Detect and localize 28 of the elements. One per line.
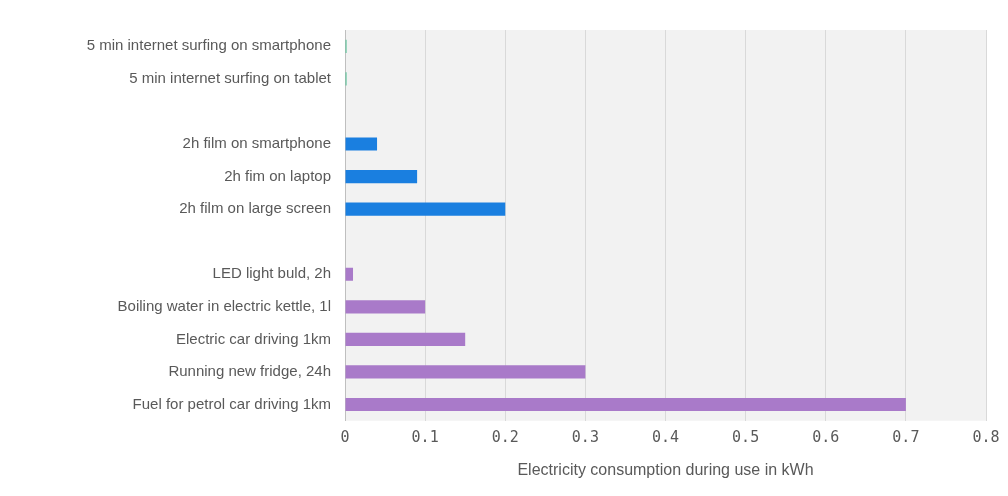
bar: [345, 397, 906, 412]
bar: [345, 267, 354, 281]
x-axis-title: Electricity consumption during use in kWh: [517, 460, 814, 478]
y-tick-label: 5 min internet surfing on smartphone: [86, 36, 331, 54]
bar: [345, 332, 466, 346]
y-tick-label: Boiling water in electric kettle, 1l: [117, 296, 331, 314]
x-tick-label: 0.7: [892, 427, 920, 446]
y-tick-label: 2h film on large screen: [179, 199, 331, 217]
x-tick-label: 0.1: [411, 427, 439, 446]
x-tick-label: 0.6: [812, 427, 840, 446]
bar: [345, 365, 586, 379]
bar: [345, 137, 378, 151]
bar: [345, 169, 418, 184]
y-tick-label: 2h fim on laptop: [224, 166, 331, 184]
x-tick-label: 0.2: [491, 427, 519, 446]
bar: [345, 300, 426, 314]
y-tick-label: 5 min internet surfing on tablet: [129, 68, 332, 86]
y-tick-label: LED light buld, 2h: [212, 264, 331, 282]
x-tick-label: 0.3: [571, 427, 599, 446]
x-tick-label: 0: [340, 427, 350, 446]
y-tick-label: Fuel for petrol car driving 1km: [132, 394, 331, 412]
y-tick-label: Electric car driving 1km: [175, 329, 331, 347]
bar: [345, 202, 506, 216]
x-tick-label: 0.4: [651, 427, 680, 446]
y-tick-label: 2h film on smartphone: [182, 134, 331, 152]
y-tick-label: Running new fridge, 24h: [168, 362, 331, 380]
x-tick-label: 0.5: [732, 427, 760, 446]
x-tick-label: 0.8: [972, 427, 1000, 446]
